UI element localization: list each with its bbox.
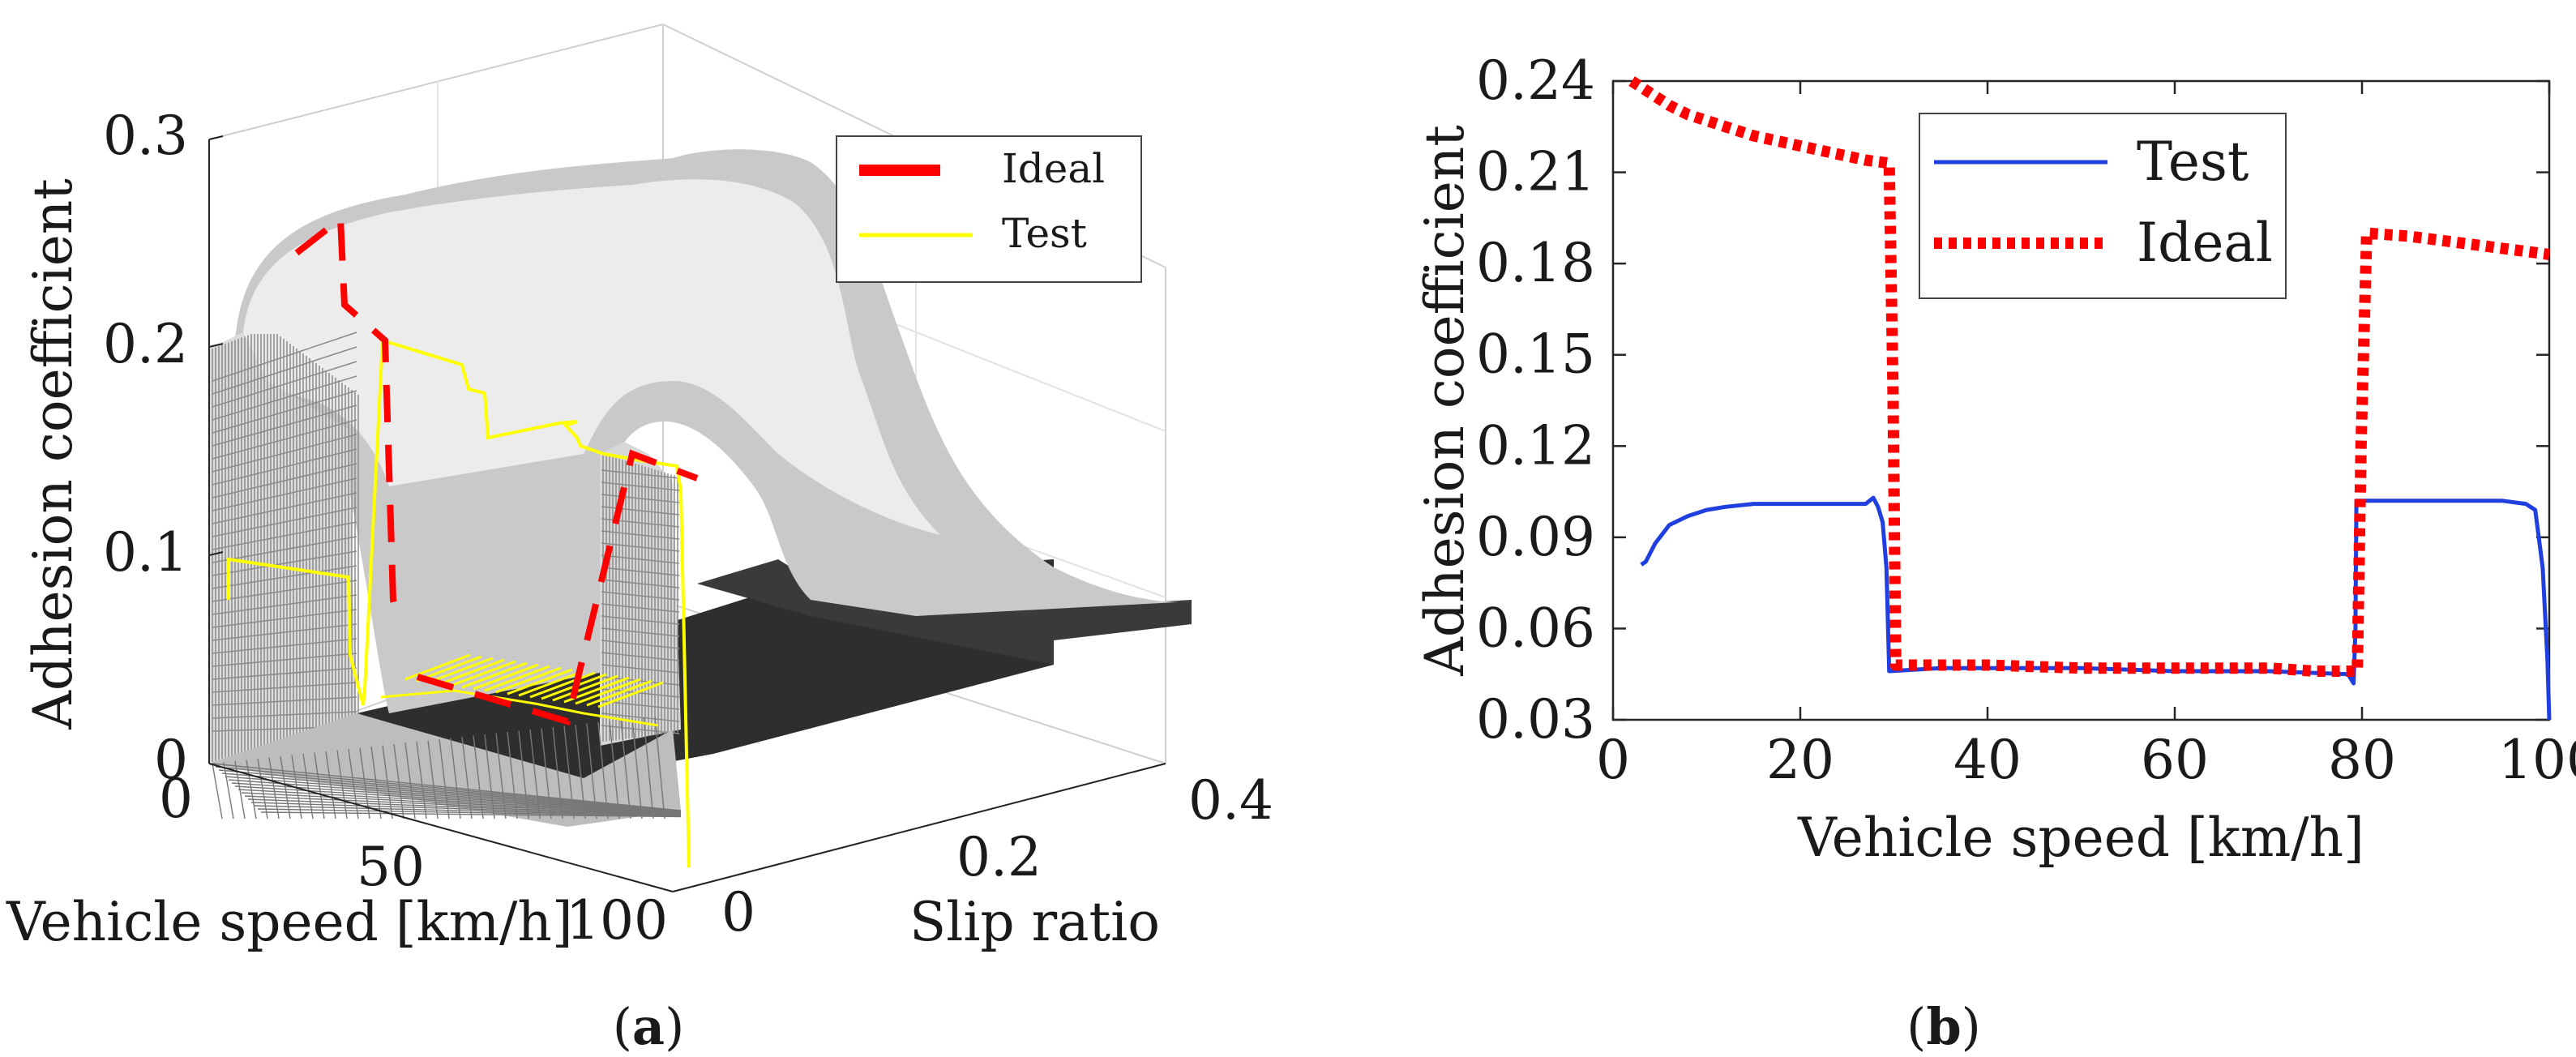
y-tick-label: 0.03 [1476, 688, 1595, 751]
x-axis-label: Vehicle speed [km/h] [6, 891, 573, 953]
z-axis: 0.3 0.2 0.1 0 Adhesion coefficient [22, 105, 224, 791]
y-tick-label: 0.09 [1476, 506, 1595, 568]
z-tick-label: 0.1 [103, 521, 188, 584]
y-tick-label: 0.12 [1476, 414, 1595, 477]
legend-label-test: Test [2137, 131, 2249, 193]
y-tick-label: 0.06 [1476, 597, 1595, 659]
legend-2d: Test Ideal [1919, 113, 2287, 299]
test-floor-hatch [404, 653, 664, 708]
x-tick-label: 100 [566, 889, 668, 952]
caption-a: (a) [613, 997, 685, 1056]
z-axis-label: Adhesion coefficient [22, 178, 84, 730]
x-tick-label: 100 [2498, 729, 2576, 791]
x-tick-label: 20 [1766, 729, 1834, 791]
series-ideal-line [1628, 76, 2550, 677]
legend-label-ideal: Ideal [2137, 212, 2273, 274]
y-tick-label: 0.4 [1188, 769, 1273, 832]
x-tick-label: 60 [2141, 729, 2209, 791]
x-tick-label: 0 [1596, 729, 1630, 791]
x-tick-label: 80 [2328, 729, 2396, 791]
panel-a-3d-chart: 0.3 0.2 0.1 0 Adhesion coefficient 0 50 … [6, 24, 1273, 1056]
series-test-3d-floor [380, 689, 659, 727]
surface-mesh-left [209, 332, 359, 764]
legend-label-ideal: Ideal [1002, 145, 1105, 192]
y-tick-label: 0 [721, 881, 755, 944]
x-axis-3d: 0 50 100 Vehicle speed [km/h] [6, 763, 674, 953]
surface-mesh-right [600, 442, 681, 746]
y-tick-label: 0.24 [1476, 49, 1595, 112]
z-tick-label: 0.2 [103, 313, 188, 375]
x-axis-label: Vehicle speed [km/h] [1797, 807, 2364, 869]
x-tick-label: 40 [1953, 729, 2022, 791]
caption-b: (b) [1906, 997, 1981, 1056]
panel-b-line-chart: 0 20 40 60 80 100 0.03 0.06 0.09 0.12 0.15 0.18 0.21… [1414, 49, 2576, 1056]
y-tick-label: 0.21 [1476, 141, 1595, 203]
surface-mesh-floor [209, 713, 682, 827]
x-tick-label: 50 [357, 836, 425, 898]
surface-hump-light [243, 179, 940, 535]
z-tick-label: 0 [154, 729, 188, 791]
legend-3d: Ideal Test [836, 135, 1142, 283]
x-tick-label: 0 [159, 768, 193, 830]
series-group [1628, 76, 2552, 721]
axis-ticks: 0 20 40 60 80 100 0.03 0.06 0.09 0.12 0.15 0.18 0.21… [1476, 49, 2576, 791]
y-axis-label: Adhesion coefficient [1414, 125, 1476, 677]
z-tick-label: 0.3 [103, 105, 188, 167]
y-axis-3d: 0 0.2 0.4 Slip ratio [672, 763, 1273, 953]
y-axis-label: Slip ratio [909, 891, 1160, 953]
y-tick-label: 0.18 [1476, 232, 1595, 294]
y-tick-label: 0.15 [1476, 323, 1595, 386]
series-ideal-3d-b [416, 449, 699, 726]
plot-area [1611, 79, 2551, 721]
surface-right-ramp [697, 559, 1192, 665]
series-test-line [1640, 495, 2552, 721]
y-tick-label: 0.2 [956, 826, 1042, 888]
legend-label-test: Test [1002, 210, 1087, 257]
